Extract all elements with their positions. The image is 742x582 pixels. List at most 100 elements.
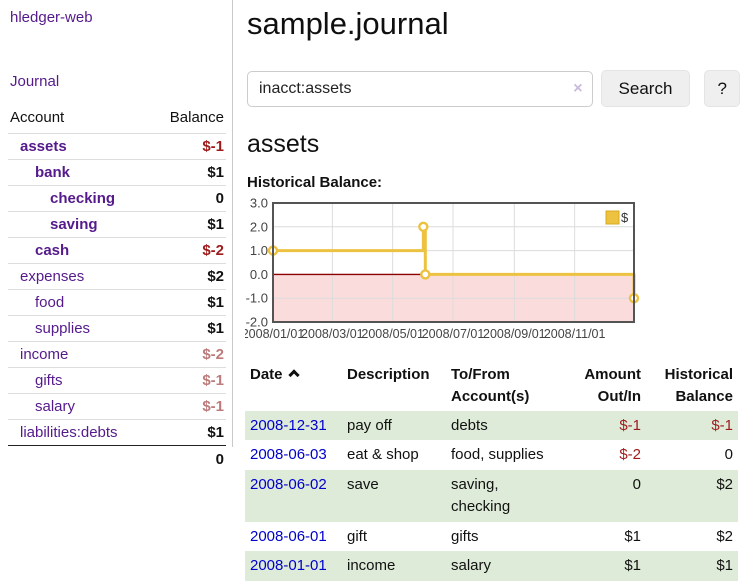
transaction-accounts: debts [451,416,488,434]
account-row: food $1 [8,289,226,316]
chart-y-tick: -1.0 [246,291,268,306]
register-header-date[interactable]: Date [245,361,342,411]
transaction-date-link[interactable]: 2008-01-01 [250,557,327,575]
account-link[interactable]: bank [35,164,71,181]
transaction-row: 2008-12-31 pay off debts $-1 $-1 [245,410,738,441]
account-link[interactable]: checking [50,190,116,207]
account-link[interactable]: assets [20,138,67,155]
account-row: gifts $-1 [8,367,226,394]
chart-x-tick: 2008/03/01 [301,327,364,341]
accounts-header-account: Account [10,109,65,126]
register-header-balance: Historical Balance [664,366,733,405]
transaction-amount: 0 [632,476,641,493]
chart-border [272,202,635,323]
account-balance: $1 [151,211,226,238]
account-row: cash $-2 [8,237,226,264]
chart-canvas: $3.0 2.0 1.0 0.0 -1.0 -2.02008/01/012008/03/0… [245,198,640,341]
search-button[interactable]: Search [600,70,691,107]
chart-x-tick: 2008/09/01 [483,327,546,341]
transaction-amount: $-1 [619,416,641,434]
register-header-accounts: To/From Account(s) [451,366,530,405]
chart-data-point [418,221,429,232]
transaction-description: income [347,557,396,575]
account-row: assets $-1 [8,133,226,160]
account-balance: $-2 [151,237,226,264]
transaction-date-link[interactable]: 2008-06-03 [250,446,327,464]
sort-ascending-icon [287,369,300,381]
account-link[interactable]: liabilities:debts [20,424,118,441]
transaction-accounts: saving, checking [451,476,511,515]
transaction-description: pay off [347,416,392,434]
chart-data-point [420,269,431,280]
account-link[interactable]: expenses [20,268,85,285]
account-balance: 0 [151,185,226,212]
transaction-amount: $1 [624,527,641,545]
historical-balance-chart: $3.0 2.0 1.0 0.0 -1.0 -2.0 2008/01/01 2008/03/0… [245,198,740,346]
chart-y-tick: -2.0 [246,315,268,330]
transaction-date-cell: 2008-06-03 [245,440,342,470]
transaction-date-link[interactable]: 2008-06-02 [250,476,327,493]
main-content: sample.journal × Search ? assets Histori… [245,0,740,581]
account-row: income $-2 [8,341,226,368]
transaction-row: 2008-06-02 save saving, checking 0 $2 [245,470,738,522]
account-link[interactable]: saving [50,216,98,233]
accounts-total-row: 0 [8,445,226,473]
account-balance: $-1 [151,367,226,394]
account-balance: $1 [151,159,226,186]
page-title: sample.journal [247,6,449,41]
account-row: liabilities:debts $1 [8,419,226,446]
account-balance: $-2 [151,341,226,368]
transaction-description: save [347,476,379,493]
register-header-amount: Amount Out/In [584,366,641,405]
account-balance: $1 [151,289,226,316]
transaction-date-cell: 2008-06-01 [245,522,342,552]
transaction-date-link[interactable]: 2008-06-01 [250,527,327,545]
register-header-description: Description [347,366,430,383]
chart-legend-label: $ [621,210,629,225]
chart-x-tick: 2008/05/01 [361,327,424,341]
chart-y-tick: 2.0 [250,219,268,234]
account-link[interactable]: food [35,294,65,311]
transaction-balance: $-1 [711,416,733,434]
account-row: expenses $2 [8,263,226,290]
account-link[interactable]: income [20,346,69,363]
transaction-balance: $1 [716,557,733,575]
account-row: checking 0 [8,185,226,212]
transaction-accounts: salary [451,557,492,575]
account-heading: assets [247,130,320,158]
transaction-date-cell: 2008-12-31 [245,411,342,441]
chart-y-tick: 1.0 [250,243,268,258]
transaction-row: 2008-06-01 gift gifts $1 $2 [245,522,738,552]
account-link[interactable]: gifts [35,372,63,389]
chart-y-tick: 0.0 [250,267,268,282]
chart-y-tick: 3.0 [250,198,268,211]
account-link[interactable]: salary [35,398,76,415]
account-row: saving $1 [8,211,226,238]
register-header-row: Date Description To/From Account(s) Amou… [245,361,738,411]
transaction-balance: $2 [716,527,733,545]
transaction-accounts: gifts [451,527,479,545]
search-input[interactable] [247,70,593,107]
app-brand-link[interactable]: hledger-web [10,9,93,26]
account-balance: $2 [151,263,226,290]
clear-search-icon[interactable]: × [573,79,583,97]
account-link[interactable]: supplies [35,320,91,337]
sidebar-item-journal[interactable]: Journal [10,73,60,90]
account-row: bank $1 [8,159,226,186]
account-balance: $-1 [151,393,226,420]
transaction-description: eat & shop [347,446,419,464]
accounts-total-value: 0 [151,445,226,473]
transaction-accounts: food, supplies [451,446,544,464]
chart-x-tick: 2008/01/01 [245,327,304,341]
transaction-date-link[interactable]: 2008-12-31 [250,416,327,434]
accounts-table: Account Balance assets $-1 bank $1 checking 0… [8,107,226,473]
account-balance: $-1 [151,133,226,160]
chart-legend-swatch [605,210,620,225]
account-row: salary $-1 [8,393,226,420]
transaction-balance: $2 [716,476,733,493]
chart-x-tick: 2008/11/01 [544,327,606,341]
account-link[interactable]: cash [35,242,70,259]
account-balance: $1 [151,315,226,342]
help-button[interactable]: ? [704,70,740,107]
transaction-balance: 0 [724,446,733,464]
